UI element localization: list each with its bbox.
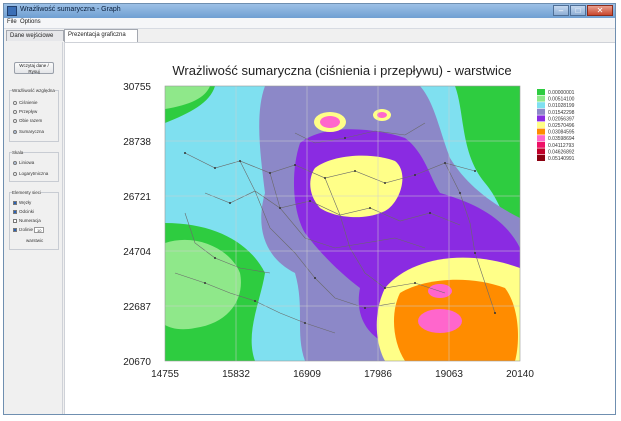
option-sections[interactable]: Odcinki (13, 209, 34, 214)
legend-swatch (537, 128, 545, 135)
radio-total[interactable] (13, 129, 17, 134)
x-tick-label: 15832 (222, 369, 250, 380)
menu-options[interactable]: Options (20, 19, 41, 25)
legend-label: 0.05140991 (548, 156, 575, 162)
checkbox-isolines[interactable] (13, 228, 17, 232)
option-linear[interactable]: Liniowa (13, 160, 34, 165)
checkbox-nodes[interactable] (13, 200, 17, 205)
chart-legend: 0.000000010.005141000.010281990.01542298… (537, 89, 575, 162)
legend-swatch (537, 122, 545, 128)
option-nodes[interactable]: Węzły (13, 200, 31, 205)
radio-pressure[interactable] (13, 100, 17, 105)
legend-label: 0.01542298 (548, 110, 575, 116)
contour-lightgreen-topleft (165, 86, 210, 109)
checkbox-numbering[interactable] (13, 218, 17, 223)
y-tick-label: 26721 (123, 192, 151, 203)
legend-swatch (537, 115, 545, 122)
app-window: Wrażliwość sumaryczna - Graph – □ ✕ File… (3, 3, 616, 415)
legend-label: 0.02056397 (548, 116, 575, 122)
sensitivity-group: Wrażliwość względna Ciśnienie Przepływ O… (9, 88, 59, 142)
option-flow[interactable]: Przepływ (13, 109, 37, 114)
radio-both[interactable] (13, 118, 17, 123)
legend-label: 0.00514100 (548, 97, 575, 103)
contour-pink-bottom (418, 309, 462, 333)
tab-graphic-presentation[interactable]: Prezentacja graficzna (64, 29, 138, 42)
tab-strip: Dane wejściowe Prezentacja graficzna (4, 29, 615, 42)
x-tick-label: 19063 (435, 369, 463, 380)
scale-group-label: Skala (12, 150, 24, 155)
legend-label: 0.04112793 (548, 143, 574, 149)
x-tick-label: 16909 (293, 369, 321, 380)
app-icon (7, 6, 17, 16)
contour-spot-2-inner (377, 112, 387, 118)
x-tick-label: 17986 (364, 369, 392, 380)
y-tick-label: 22687 (123, 302, 151, 313)
contour-fill (165, 86, 520, 361)
sensitivity-group-label: Wrażliwość względna (12, 88, 55, 93)
window-title: Wrażliwość sumaryczna - Graph (20, 6, 121, 13)
network-elements-label: Elementy sieci (12, 190, 42, 195)
left-panel: Wczytaj dane / Rysuj Wrażliwość względna… (6, 42, 63, 414)
radio-linear[interactable] (13, 160, 17, 165)
network-nodes (184, 137, 496, 324)
contour-yellow-center (310, 155, 403, 218)
close-button[interactable]: ✕ (587, 5, 613, 16)
menu-file[interactable]: File (7, 19, 17, 25)
legend-label: 0.00000001 (548, 90, 575, 96)
y-tick-label: 24704 (123, 247, 151, 258)
radio-flow[interactable] (13, 109, 17, 114)
legend-label: 0.02570496 (548, 123, 575, 129)
contour-pink-mid (428, 284, 452, 298)
minimize-button[interactable]: – (553, 5, 569, 16)
legend-swatch (537, 141, 545, 148)
legend-label: 0.04626892 (548, 149, 575, 155)
legend-swatch (537, 148, 545, 155)
y-tick-label: 30755 (123, 82, 151, 93)
y-tick-label: 20670 (123, 357, 151, 368)
legend-swatch (537, 108, 545, 115)
chart-grid (165, 86, 520, 361)
legend-label: 0.03598694 (548, 136, 575, 142)
option-total[interactable]: Sumaryczna (13, 129, 44, 134)
contour-lightgreen-left (165, 239, 241, 330)
network-elements-group: Elementy sieci Węzły Odcinki Numeracja I… (9, 190, 59, 250)
load-draw-button[interactable]: Wczytaj dane / Rysuj (14, 62, 54, 74)
y-axis: 30755 28738 26721 24704 22687 20670 (123, 82, 151, 368)
chart-title: Wrażliwość sumaryczna (ciśnienia i przep… (172, 63, 511, 78)
legend-swatch (537, 102, 545, 109)
x-tick-label: 14755 (151, 369, 179, 380)
option-numbering[interactable]: Numeracja (13, 218, 41, 223)
checkbox-sections[interactable] (13, 209, 17, 214)
option-isolines[interactable]: Izolinie 10 (13, 227, 45, 233)
contour-spot-1-inner (320, 116, 340, 128)
y-tick-label: 28738 (123, 137, 151, 148)
isoline-count-input[interactable]: 10 (34, 227, 45, 233)
option-pressure[interactable]: Ciśnienie (13, 100, 38, 105)
legend-label: 0.01028199 (548, 103, 575, 109)
option-log[interactable]: Logarytmiczna (13, 171, 48, 176)
x-tick-label: 20140 (506, 369, 534, 380)
legend-swatch (537, 95, 545, 102)
x-axis: 14755 15832 16909 17986 19063 20140 (151, 369, 534, 380)
maximize-button[interactable]: □ (570, 5, 586, 16)
scale-group: Skala Liniowa Logarytmiczna (9, 150, 59, 182)
isoline-count-label: warstwic (26, 238, 44, 243)
tab-input-data[interactable]: Dane wejściowe (6, 30, 64, 41)
radio-log[interactable] (13, 171, 17, 176)
legend-swatch (537, 155, 545, 161)
menu-bar: File Options (4, 18, 615, 29)
option-both[interactable]: Obie razem (13, 118, 42, 123)
legend-swatch (537, 89, 545, 95)
legend-swatch (537, 135, 545, 142)
legend-label: 0.03084595 (548, 130, 575, 136)
graph-area: Wrażliwość sumaryczna (ciśnienia i przep… (64, 42, 615, 414)
contour-chart: Wrażliwość sumaryczna (ciśnienia i przep… (123, 63, 575, 380)
plot-frame (164, 85, 521, 362)
title-bar[interactable]: Wrażliwość sumaryczna - Graph – □ ✕ (4, 4, 615, 18)
